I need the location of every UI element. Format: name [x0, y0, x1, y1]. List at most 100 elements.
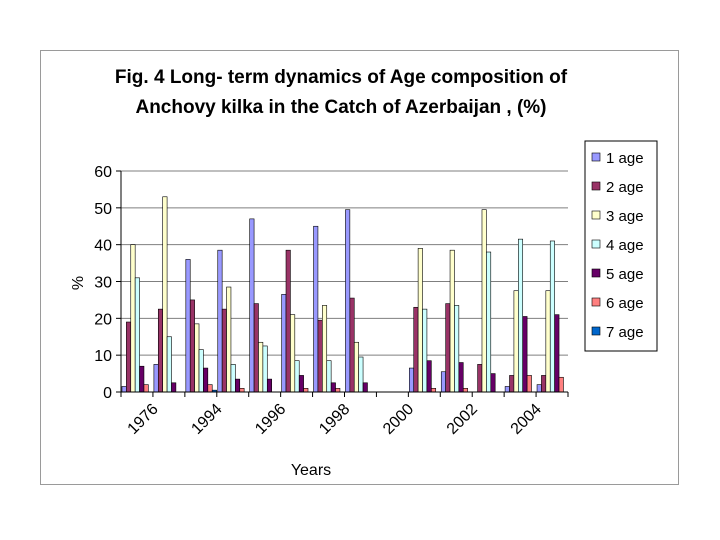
bar-2-age [126, 321, 132, 393]
bar-1-age [185, 259, 191, 393]
bar-6-age [143, 384, 149, 393]
bar-2-age [413, 306, 419, 393]
x-tick-label: 2002 [444, 401, 481, 438]
bar-3-age [322, 305, 328, 393]
bar-1-age [409, 367, 415, 393]
bar-4-age [486, 251, 492, 393]
bar-1-age [217, 249, 223, 393]
bar-3-age [417, 248, 423, 393]
bar-2-age [349, 297, 355, 393]
bar-2-age [317, 319, 323, 393]
bar-2-age [221, 308, 227, 393]
bar-4-age [454, 305, 460, 393]
chart-title-line2: Anchovy kilka in the Catch of Azerbaijan… [135, 97, 546, 118]
bar-4-age [294, 360, 300, 393]
chart-canvas: Fig. 4 Long- term dynamics of Age compos… [70, 67, 658, 479]
legend-swatch [591, 239, 601, 249]
bar-3-age [290, 314, 296, 393]
bar-5-age [171, 382, 177, 393]
bar-4-age [518, 238, 524, 393]
x-tick-label: 2000 [380, 401, 417, 438]
bar-1-age [536, 384, 542, 393]
bar-4-age [230, 364, 236, 393]
bar-1-age [249, 218, 255, 393]
bar-3-age [130, 244, 136, 393]
bar-2-age [509, 375, 515, 393]
legend: 1 age 2 age 3 age 4 age 5 age 6 age 7 age [584, 140, 658, 352]
bar-6-age [526, 375, 532, 393]
bar-2-age [445, 303, 451, 393]
legend-entry: 3 age [606, 208, 644, 225]
bar-2-age [189, 299, 195, 393]
legend-swatch [591, 181, 601, 191]
y-tick-label: 60 [94, 164, 112, 181]
bar-3-age [162, 196, 168, 393]
bar-3-age [226, 286, 232, 393]
bar-1-age [504, 386, 510, 393]
legend-entry: 6 age [606, 295, 644, 312]
bar-3-age [545, 290, 551, 393]
bar-4-age [262, 345, 268, 393]
bar-5-age [203, 367, 209, 393]
plot-area: 0 10 20 30 40 50 60 1976 1994 1996 1998 2000 2002 200… [94, 164, 569, 438]
x-tick-label: 1996 [252, 401, 289, 438]
y-tick-label: 10 [94, 348, 112, 365]
bar-5-age [266, 378, 272, 393]
chart-frame: Fig. 4 Long- term dynamics of Age compos… [40, 50, 679, 485]
bar-1-age [121, 386, 127, 393]
bar-6-age [335, 388, 341, 393]
legend-swatch [591, 268, 601, 278]
y-tick-label: 50 [94, 201, 112, 218]
y-tick-label: 40 [94, 238, 112, 255]
bar-5-age [426, 360, 432, 393]
chart-title: Fig. 4 Long- term dynamics of Age compos… [115, 67, 568, 88]
bar-2-age [477, 364, 483, 393]
bar-3-age [258, 341, 264, 393]
y-tick-label: 20 [94, 311, 112, 328]
bar-3-age [194, 323, 200, 393]
legend-swatch [591, 297, 601, 307]
bar-5-age [298, 375, 304, 393]
bar-6-age [303, 388, 309, 393]
bar-4-age [358, 356, 364, 393]
bar-5-age [362, 382, 368, 393]
bar-4-age [198, 349, 204, 393]
bar-6-age [207, 384, 213, 393]
bar-5-age [458, 362, 464, 393]
bar-5-age [522, 316, 528, 393]
bar-3-age [449, 249, 455, 393]
bar-4-age [134, 277, 140, 393]
legend-entry: 5 age [606, 266, 644, 283]
bar-5-age [139, 365, 145, 393]
bar-2-age [253, 303, 259, 393]
bar-1-age [313, 225, 319, 393]
bar-5-age [554, 314, 560, 393]
legend-swatch [591, 152, 601, 162]
y-tick-label: 0 [103, 385, 112, 402]
bar-6-age [558, 376, 564, 393]
bar-5-age [330, 382, 336, 393]
bar-6-age [462, 388, 468, 393]
y-axis-label: % [70, 276, 87, 290]
legend-entry: 1 age [606, 150, 644, 167]
bar-3-age [353, 341, 359, 393]
bar-2-age [285, 249, 291, 393]
x-tick-label: 2004 [508, 401, 545, 438]
bar-1-age [345, 209, 351, 393]
bar-4-age [422, 308, 428, 393]
bar-2-age [157, 308, 163, 393]
bar-5-age [490, 373, 496, 393]
legend-entry: 2 age [606, 179, 644, 196]
bar-2-age [541, 375, 547, 393]
bar-1-age [153, 364, 159, 393]
x-tick-label: 1976 [125, 401, 162, 438]
bar-4-age [326, 360, 332, 393]
bar-4-age [549, 240, 555, 393]
bar-6-age [239, 388, 245, 393]
bar-1-age [281, 294, 287, 393]
legend-swatch [591, 326, 601, 336]
bar-1-age [440, 371, 446, 393]
bar-5-age [235, 378, 241, 393]
x-tick-label: 1994 [188, 401, 225, 438]
y-tick-label: 30 [94, 275, 112, 292]
